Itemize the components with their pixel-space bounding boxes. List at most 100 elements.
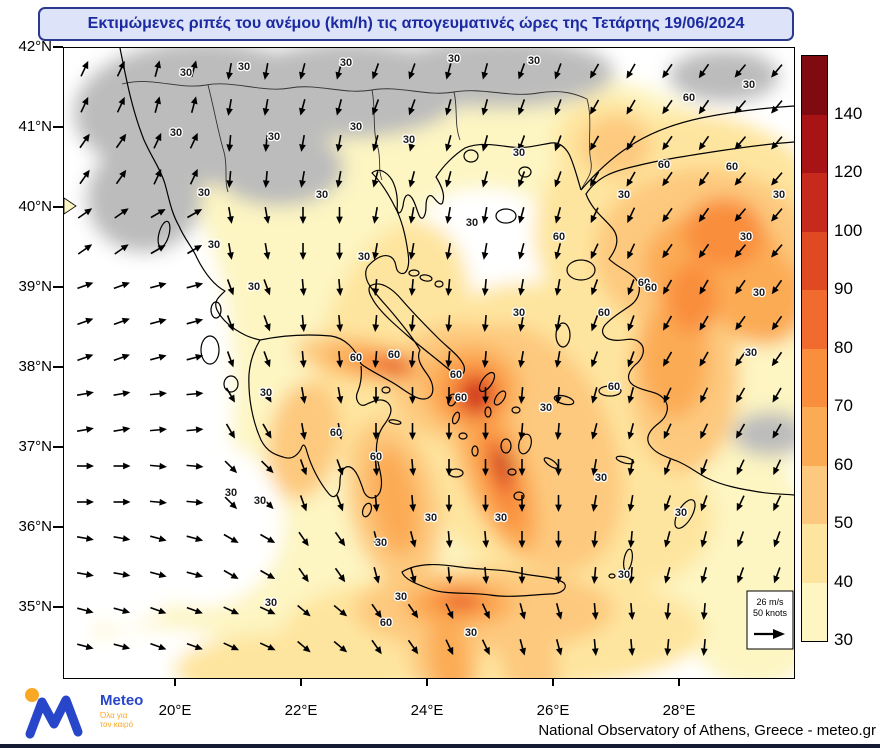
wind-arrow [334,531,346,547]
map-title: Εκτιμώμενες ριπές του ανέμου (km/h) τις … [38,7,794,41]
wind-arrow [76,535,94,542]
lat-tick [53,206,63,208]
wind-arrow [76,426,94,433]
contour-label: 30 [675,507,687,519]
wind-arrow [445,278,453,296]
wind-arrow [518,350,525,368]
wind-arrow [298,531,309,547]
wind-arrow [336,495,344,512]
wind-arrow [150,642,167,651]
lat-label: 41°N [18,118,52,135]
wind-arrow [373,531,380,548]
wind-arrow [627,458,635,476]
wind-arrow [554,243,562,260]
wind-arrow [554,386,562,404]
wind-arrow [335,134,343,152]
contour-label: 30 [170,127,182,139]
wind-arrow [736,459,745,476]
wind-arrow [77,281,94,290]
wind-arrow [224,460,238,474]
coastlines-layer [119,48,794,597]
contour-label: 30 [180,67,192,79]
wind-arrow [223,606,240,615]
wind-arrow [299,243,307,260]
wind-arrow [263,279,271,296]
wind-arrow [409,567,417,584]
contour-label: 60 [658,159,670,171]
country-borders-layer [121,81,592,193]
wind-arrow [699,315,709,331]
wind-arrow [409,387,416,404]
legend-arrow-icon [773,629,785,639]
wind-arrow [372,171,379,188]
wind-arrow [445,135,452,152]
contour-label: 60 [598,307,610,319]
wind-arrow [372,458,380,476]
wind-arrow [445,63,452,80]
wind-arrow [299,63,306,80]
wind-arrow [190,60,198,77]
wind-arrow [518,386,526,404]
wind-arrow [700,567,708,584]
wind-arrow [627,494,635,512]
wind-arrow [590,243,599,260]
wind-arrow [555,603,563,620]
bottom-strip [0,744,880,748]
contour-label: 60 [370,451,382,463]
colorbar-segment [802,56,827,115]
lon-tick [426,679,428,686]
wind-arrow [226,170,234,188]
wind-arrow [662,243,673,259]
wind-arrow [299,350,307,368]
wind-arrow [186,571,204,578]
wind-arrow [555,531,562,548]
wind-arrow [76,390,94,397]
wind-arrow [555,639,563,656]
wind-arrow [482,495,489,512]
wind-arrow [518,243,525,260]
wind-arrow [735,351,746,367]
wind-arrow [371,639,382,655]
wind-arrow [336,386,344,404]
wind-arrow [77,607,94,614]
wind-arrow [336,314,344,332]
gust-field-blob [581,116,651,176]
gust-field-blob [86,143,202,253]
wind-arrow [481,314,489,332]
wind-arrow [734,244,747,258]
wind-arrow [518,567,526,584]
wind-arrow [263,351,271,368]
wind-arrow [627,566,635,584]
wind-arrow [554,422,562,440]
lat-tick [53,46,63,48]
wind-arrow [734,208,747,222]
contour-label: 30 [528,55,540,67]
wind-arrow [299,99,306,116]
contour-label: 30 [448,53,460,65]
contour-label: 30 [225,487,237,499]
colorbar-segment [802,173,827,232]
contour-label: 30 [208,239,220,251]
wind-arrow [77,244,93,255]
wind-arrow [627,351,635,368]
wind-arrow [482,566,490,584]
wind-arrow [372,423,380,440]
wind-arrow [186,498,204,506]
wind-arrow [628,602,636,620]
wind-arrow [150,606,167,615]
wind-arrow [334,567,346,583]
wind-gust-map: 30 30 30 30 30 30 30 30 30 30 60 30 60 60 30 30 30 30 30 60… [63,47,795,679]
wind-arrow [626,171,636,187]
wind-arrow [735,315,746,331]
wind-arrow [225,387,235,403]
wind-arrow [590,135,600,151]
wind-arrow [734,64,747,78]
wind-arrow [736,567,745,584]
wind-arrow [700,423,709,440]
gust-field-blob [428,610,470,678]
brand-tagline-line1: Όλα για [100,711,128,720]
wind-arrow [408,171,416,188]
contour-label: 30 [358,251,370,263]
wind-arrow [698,135,710,151]
gust-field-blob [446,595,478,607]
